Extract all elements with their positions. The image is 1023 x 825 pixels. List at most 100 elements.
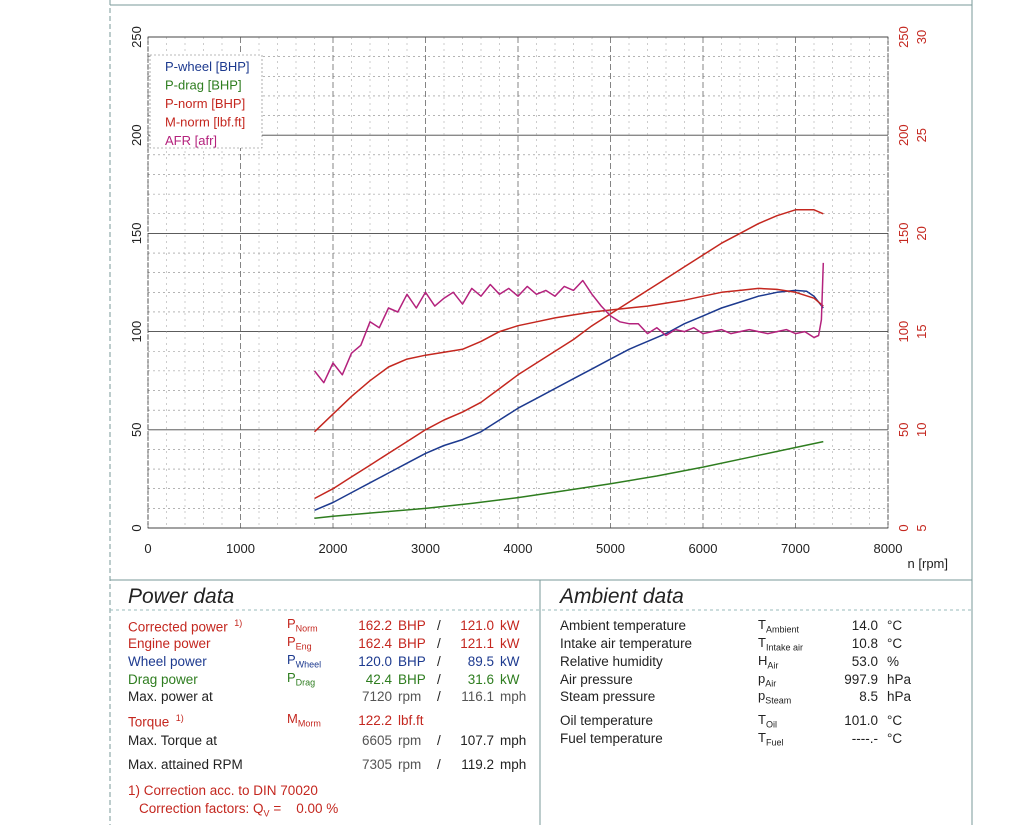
power-row-unit-2: kW	[500, 636, 520, 651]
p-wheel-line	[314, 289, 824, 511]
ambient-row-symbol: TOil	[758, 712, 777, 730]
ambient-row-unit: %	[887, 654, 900, 669]
legend-entry: AFR [afr]	[165, 133, 217, 148]
y-left-tick-label: 50	[129, 423, 144, 437]
p-norm-line	[314, 209, 824, 500]
power-row-symbol: PNorm	[287, 616, 318, 634]
ambient-row-value: 101.0	[844, 713, 878, 728]
power-row-unit-2: mph	[500, 689, 527, 704]
y-right-power-tick-label: 50	[896, 423, 911, 437]
power-row-unit-1: BHP	[398, 618, 426, 633]
x-tick-label: 8000	[874, 541, 903, 556]
ambient-row-value: ----.-	[851, 731, 878, 746]
power-row-value-1: 162.4	[358, 636, 392, 651]
y-left-tick-label: 200	[129, 124, 144, 146]
x-tick-label: 4000	[504, 541, 533, 556]
ambient-row-unit: °C	[887, 618, 903, 633]
power-row-symbol: PEng	[287, 634, 312, 652]
x-tick-label: 2000	[319, 541, 348, 556]
ambient-row-value: 997.9	[844, 672, 878, 687]
max-rpm-label: Max. attained RPM	[128, 757, 243, 772]
legend-entry: P-norm [BHP]	[165, 96, 245, 111]
power-row-unit-2: kW	[500, 654, 520, 669]
power-row-unit-2: kW	[500, 618, 520, 633]
x-tick-label: 3000	[411, 541, 440, 556]
x-tick-label: 5000	[596, 541, 625, 556]
ambient-row-label: Relative humidity	[560, 654, 663, 669]
y-left-tick-label: 0	[129, 524, 144, 531]
ambient-row-value: 8.5	[859, 689, 878, 704]
max-torque-speed: 107.7	[460, 733, 494, 748]
max-torque-speed-unit: mph	[500, 733, 527, 748]
max-torque-rpm: 6605	[361, 733, 392, 748]
y-right-afr-tick-label: 20	[914, 226, 929, 240]
y-left-tick-label: 100	[129, 321, 144, 343]
power-row-value-1: 7120	[361, 689, 392, 704]
y-left-tick-label: 250	[129, 26, 144, 48]
ambient-row-value: 53.0	[851, 654, 878, 669]
ambient-row-unit: °C	[887, 731, 903, 746]
y-right-power-tick-label: 0	[896, 524, 911, 531]
afr-line	[313, 262, 825, 384]
power-row-unit-1: rpm	[398, 689, 422, 704]
power-row-symbol: PDrag	[287, 670, 316, 688]
power-row-label: Corrected power 1)	[128, 618, 243, 635]
plot-border	[147, 36, 889, 529]
ambient-row-label: Steam pressure	[560, 689, 656, 704]
ambient-row-symbol: TFuel	[758, 730, 784, 748]
power-row-separator: /	[437, 654, 441, 669]
ambient-row-symbol: HAir	[758, 653, 779, 671]
max-rpm-separator: /	[437, 757, 441, 772]
power-row-symbol: PWheel	[287, 652, 322, 670]
x-tick-label: 6000	[689, 541, 718, 556]
max-torque-rpm-unit: rpm	[398, 733, 422, 748]
max-rpm-unit: rpm	[398, 757, 422, 772]
correction-note: 1) Correction acc. to DIN 70020	[128, 783, 318, 798]
ambient-row-unit: °C	[887, 636, 903, 651]
torque-symbol: MMorm	[287, 711, 321, 729]
power-row-label: Max. power at	[128, 689, 213, 704]
power-row-separator: /	[437, 636, 441, 651]
power-row-value-2: 121.0	[460, 618, 494, 633]
max-torque-separator: /	[437, 733, 441, 748]
power-row-unit-2: kW	[500, 672, 520, 687]
ambient-row-label: Fuel temperature	[560, 731, 663, 746]
y-right-power-tick-label: 200	[896, 124, 911, 146]
ambient-row-symbol: pSteam	[758, 688, 792, 706]
power-row-value-1: 120.0	[358, 654, 392, 669]
torque-unit: lbf.ft	[398, 713, 424, 728]
legend-entry: P-drag [BHP]	[165, 78, 242, 93]
x-tick-label: 7000	[781, 541, 810, 556]
power-row-unit-1: BHP	[398, 636, 426, 651]
power-data-title: Power data	[128, 585, 235, 608]
power-row-value-2: 31.6	[467, 672, 494, 687]
ambient-row-symbol: TIntake air	[758, 635, 803, 653]
y-right-afr-tick-label: 10	[914, 423, 929, 437]
x-tick-label: 1000	[226, 541, 255, 556]
power-row-label: Drag power	[128, 672, 198, 687]
power-row-separator: /	[437, 689, 441, 704]
x-axis-label: n [rpm]	[908, 556, 948, 571]
y-right-afr-tick-label: 25	[914, 128, 929, 142]
power-row-value-1: 42.4	[365, 672, 392, 687]
p-drag-line	[314, 440, 824, 519]
y-right-afr-tick-label: 30	[914, 30, 929, 44]
ambient-row-value: 10.8	[851, 636, 878, 651]
ambient-row-unit: hPa	[887, 672, 912, 687]
x-tick-label: 0	[144, 541, 151, 556]
torque-label: Torque 1)	[128, 713, 184, 730]
ambient-data-title: Ambient data	[560, 585, 684, 608]
power-row-value-2: 116.1	[461, 689, 494, 704]
power-row-separator: /	[437, 672, 441, 687]
ambient-row-label: Air pressure	[560, 672, 633, 687]
ambient-row-unit: °C	[887, 713, 903, 728]
ambient-row-label: Oil temperature	[560, 713, 654, 728]
y-right-afr-tick-label: 5	[914, 524, 929, 531]
power-row-unit-1: BHP	[398, 654, 426, 669]
correction-factors: Correction factors: QV = 0.00 %	[139, 801, 339, 819]
max-rpm-speed: 119.2	[461, 757, 494, 772]
ambient-row-value: 14.0	[851, 618, 878, 633]
power-row-value-1: 162.2	[358, 618, 392, 633]
legend-box	[149, 54, 263, 149]
